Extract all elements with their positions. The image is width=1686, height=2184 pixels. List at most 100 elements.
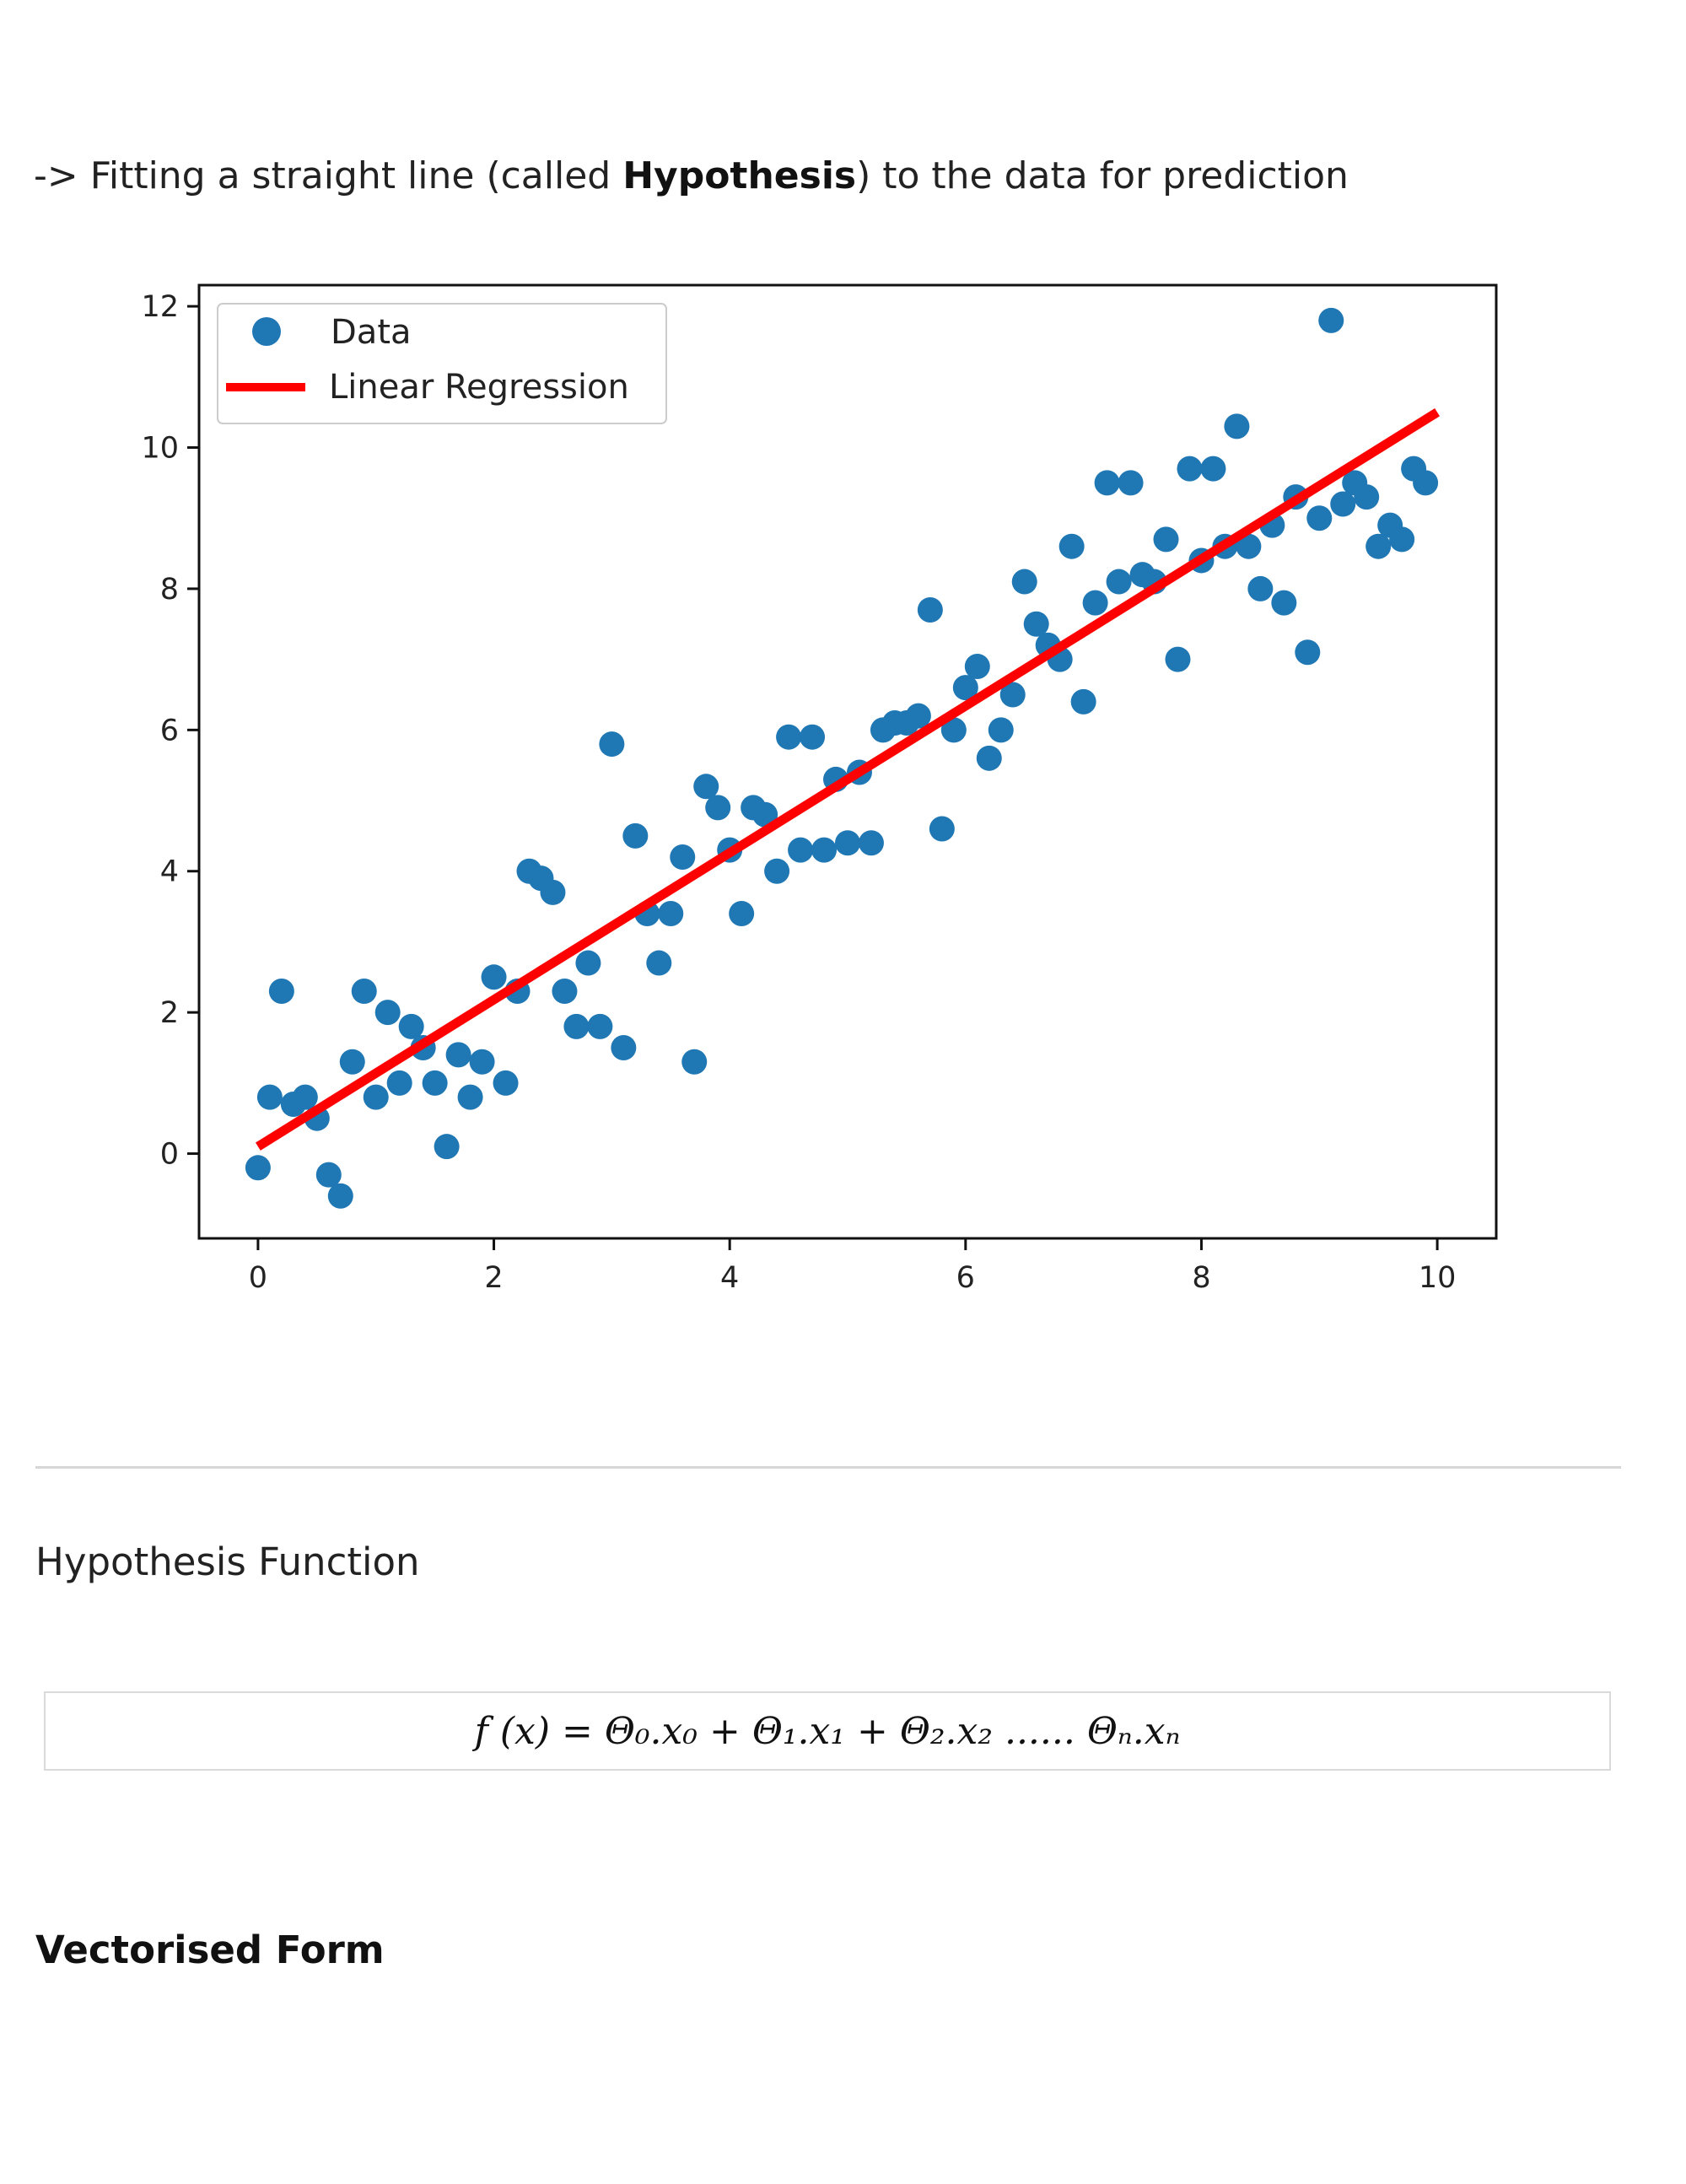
data-point: [1070, 688, 1096, 715]
legend-data-marker: [252, 317, 281, 346]
intro-text: -> Fitting a straight line (called Hypot…: [34, 154, 1349, 197]
data-point: [964, 654, 990, 679]
data-point: [752, 801, 778, 828]
chart-marks: [245, 307, 1440, 1209]
data-point: [1247, 575, 1274, 601]
data-point: [681, 1049, 708, 1075]
data-point: [670, 844, 696, 870]
legend-label-regression: Linear Regression: [329, 368, 629, 407]
data-point: [1413, 470, 1439, 496]
data-point: [1153, 526, 1179, 553]
data-point: [374, 1000, 401, 1026]
data-point: [999, 682, 1026, 708]
data-point: [1200, 456, 1226, 482]
data-point: [469, 1049, 495, 1075]
data-point: [386, 1070, 412, 1096]
data-point: [917, 597, 943, 623]
data-point: [268, 979, 294, 1005]
data-point: [1306, 505, 1333, 531]
intro-prefix: -> Fitting a straight line (called: [34, 154, 623, 197]
data-point: [1023, 611, 1049, 637]
data-point: [800, 724, 826, 750]
data-point: [457, 1084, 483, 1110]
data-point: [1094, 470, 1120, 496]
x-tick-label: 4: [720, 1261, 739, 1295]
y-tick-label: 12: [141, 290, 179, 324]
data-point: [445, 1042, 471, 1068]
data-point: [398, 1013, 424, 1039]
data-point: [1271, 590, 1297, 616]
data-point: [1106, 569, 1132, 595]
data-point: [929, 816, 955, 842]
x-tick-label: 2: [484, 1261, 503, 1295]
data-point: [575, 950, 601, 976]
intro-suffix: ) to the data for prediction: [856, 154, 1349, 197]
data-point: [835, 830, 860, 856]
data-point: [1082, 590, 1108, 616]
data-point: [788, 837, 814, 863]
legend-label-data: Data: [331, 313, 412, 352]
y-tick-label: 4: [160, 855, 179, 889]
vectorised-form-heading: Vectorised Form: [35, 1928, 385, 1972]
data-point: [705, 795, 731, 821]
data-point: [587, 1013, 613, 1039]
y-tick-label: 0: [160, 1138, 179, 1172]
data-point: [1318, 307, 1344, 333]
data-point: [1224, 413, 1250, 439]
data-point: [811, 837, 838, 863]
hypothesis-function-heading: Hypothesis Function: [35, 1540, 420, 1584]
data-point: [434, 1134, 460, 1160]
hypothesis-formula: f (x) = Θ₀.x₀ + Θ₁.x₁ + Θ₂.x₂ ...... Θₙ.…: [474, 1709, 1181, 1753]
data-point: [292, 1084, 318, 1110]
data-point: [1177, 456, 1203, 482]
x-tick-label: 10: [1419, 1261, 1457, 1295]
regression-line: [256, 407, 1440, 1151]
data-point: [729, 900, 755, 926]
y-tick-label: 2: [160, 996, 179, 1030]
data-point: [1365, 533, 1392, 559]
y-tick-label: 10: [141, 432, 179, 466]
data-point: [1330, 491, 1356, 517]
data-point: [599, 731, 625, 758]
data-point: [940, 717, 967, 743]
scatter-chart: 0 2 4 6 8 10 0 2 4 6 8 10 12 Data Linear Regression: [141, 283, 1498, 1295]
intro-bold-term: Hypothesis: [622, 154, 857, 197]
data-point: [245, 1155, 271, 1181]
y-tick-label: 6: [160, 714, 179, 747]
data-point: [1389, 526, 1415, 553]
data-point: [1058, 533, 1085, 559]
data-point: [1236, 533, 1262, 559]
data-point: [256, 1084, 283, 1110]
data-point: [1295, 639, 1321, 666]
data-point: [611, 1035, 637, 1060]
y-tick-label: 8: [160, 573, 179, 607]
x-tick-label: 8: [1192, 1261, 1210, 1295]
data-point: [622, 822, 649, 849]
section-divider: [35, 1466, 1621, 1469]
data-point: [905, 703, 931, 729]
plot-frame: [197, 283, 1498, 1240]
data-point: [552, 979, 578, 1005]
legend: Data Linear Regression: [217, 303, 667, 424]
data-point: [351, 979, 377, 1005]
data-point: [1165, 646, 1191, 672]
x-tick-label: 6: [956, 1261, 975, 1295]
data-point: [658, 900, 684, 926]
data-point: [858, 830, 884, 856]
data-point: [952, 675, 978, 701]
data-point: [1118, 470, 1144, 496]
data-point: [315, 1162, 342, 1188]
data-point: [776, 724, 802, 750]
data-point: [363, 1084, 389, 1110]
data-point: [646, 950, 672, 976]
legend-box: [217, 303, 667, 424]
data-point: [481, 964, 507, 990]
axis-ticks: 0 2 4 6 8 10 0 2 4 6 8 10 12: [141, 290, 1456, 1295]
data-point: [1354, 484, 1380, 510]
data-point: [422, 1070, 448, 1096]
data-point: [540, 879, 566, 905]
data-point: [563, 1013, 590, 1039]
data-point: [988, 717, 1014, 743]
formula-box: f (x) = Θ₀.x₀ + Θ₁.x₁ + Θ₂.x₂ ...... Θₙ.…: [44, 1691, 1611, 1771]
data-point: [1011, 569, 1037, 595]
